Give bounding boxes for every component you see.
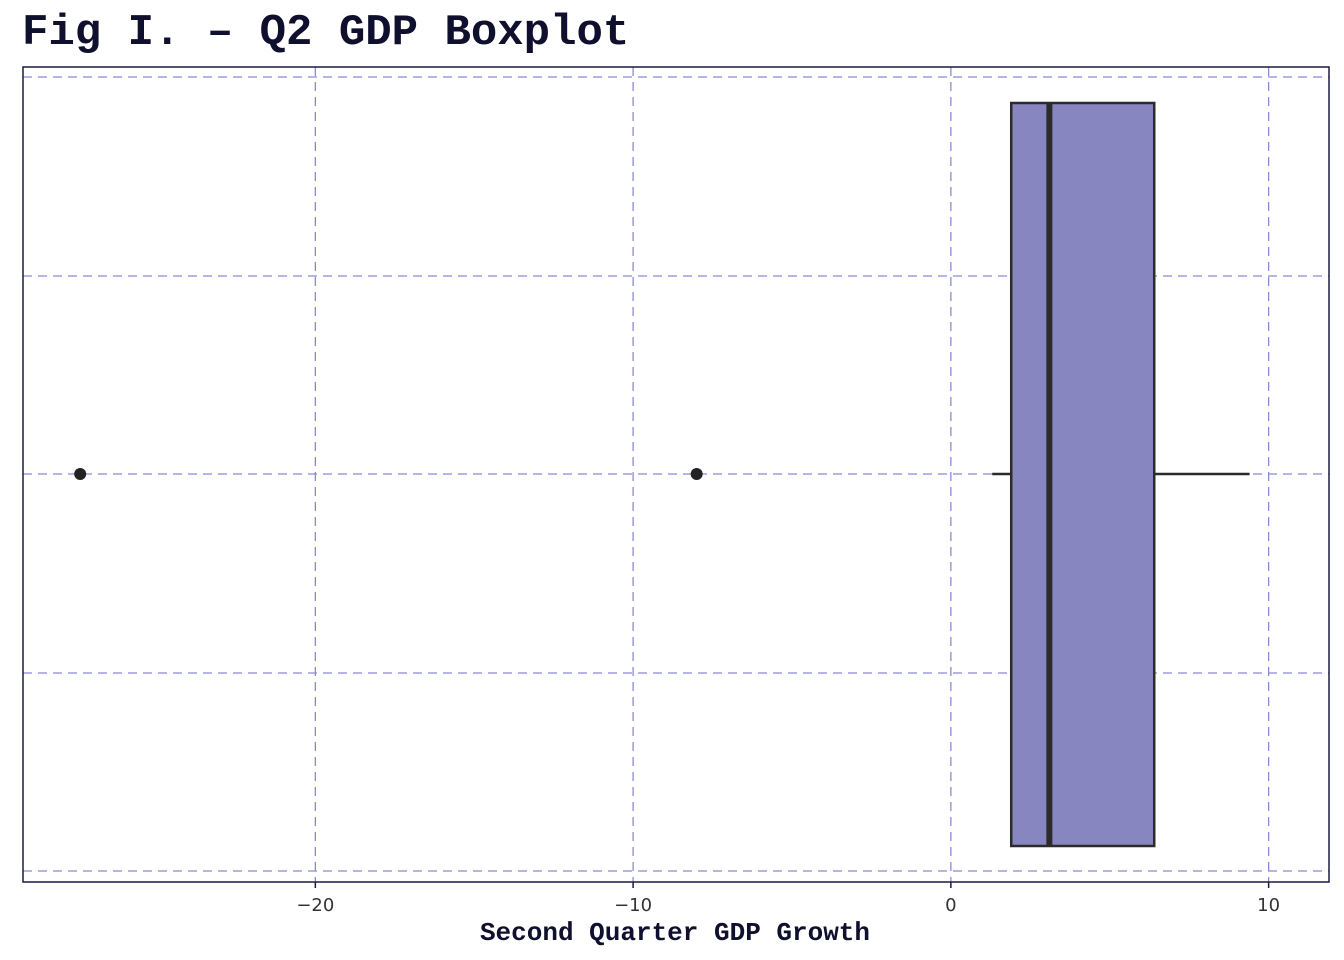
- x-tick-label: 10: [1257, 895, 1280, 916]
- interquartile-box: [1009, 101, 1156, 848]
- x-axis-ticks: −20 −10 0 10: [296, 882, 1280, 916]
- outlier-points: [74, 468, 703, 480]
- grid-lines: [23, 67, 1329, 882]
- plot-frame: [22, 66, 1330, 883]
- outlier-point: [74, 468, 87, 480]
- boxplot: [992, 101, 1250, 848]
- outlier-point: [690, 468, 703, 480]
- x-tick-label: −10: [614, 895, 652, 916]
- x-tick-label: −20: [296, 895, 334, 916]
- x-axis-label: Second Quarter GDP Growth: [480, 918, 870, 948]
- x-tick-label: 0: [945, 895, 956, 916]
- chart-title: Fig I. – Q2 GDP Boxplot: [22, 8, 629, 58]
